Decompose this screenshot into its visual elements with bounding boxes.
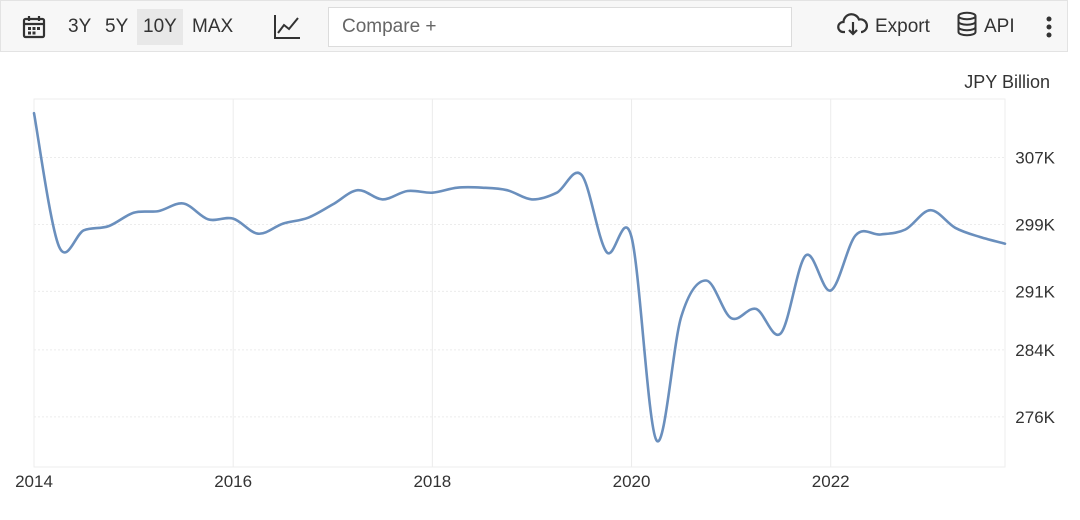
x-tick-label: 2016 xyxy=(214,472,252,491)
y-tick-label: 307K xyxy=(1015,149,1055,168)
export-label: Export xyxy=(875,16,930,37)
compare-input[interactable]: Compare + xyxy=(328,7,792,47)
more-vertical-icon[interactable] xyxy=(1039,13,1059,41)
x-tick-label: 2014 xyxy=(15,472,53,491)
chart-toolbar: 3Y 5Y 10Y MAX Compare + Export API xyxy=(0,0,1068,52)
x-tick-label: 2022 xyxy=(812,472,850,491)
grid xyxy=(33,98,1006,468)
y-tick-label: 284K xyxy=(1015,341,1055,360)
range-max-button[interactable]: MAX xyxy=(192,16,234,37)
cloud-download-icon xyxy=(837,11,869,43)
x-axis-ticks: 2014 2016 2018 2020 2022 xyxy=(15,472,850,491)
api-label: API xyxy=(984,16,1015,37)
range-10y-button[interactable]: 10Y xyxy=(137,9,183,45)
export-button[interactable]: Export xyxy=(837,11,930,43)
y-tick-label: 291K xyxy=(1015,282,1055,301)
api-button[interactable]: API xyxy=(956,11,1015,43)
unit-label: JPY Billion xyxy=(964,72,1050,92)
plot-frame xyxy=(33,98,1006,468)
range-5y-button[interactable]: 5Y xyxy=(105,16,129,37)
calendar-icon[interactable] xyxy=(19,13,49,41)
line-chart-icon[interactable] xyxy=(269,12,305,42)
y-tick-label: 299K xyxy=(1015,215,1055,234)
x-tick-label: 2020 xyxy=(613,472,651,491)
series-line xyxy=(32,111,1007,443)
database-icon xyxy=(956,11,978,43)
y-axis-ticks: 276K 284K 291K 299K 307K xyxy=(1015,149,1055,427)
chart-area: JPY Billion 276K 284K 291K 299K 307K 2014 201… xyxy=(0,52,1080,515)
range-3y-button[interactable]: 3Y xyxy=(68,16,92,37)
x-tick-label: 2018 xyxy=(413,472,451,491)
y-tick-label: 276K xyxy=(1015,408,1055,427)
